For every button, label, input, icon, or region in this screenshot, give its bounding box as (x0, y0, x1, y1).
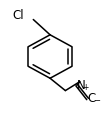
Text: N: N (77, 79, 86, 92)
Text: −: − (93, 96, 100, 105)
Text: +: + (82, 83, 89, 92)
Text: C: C (87, 92, 95, 105)
Text: Cl: Cl (12, 9, 24, 22)
